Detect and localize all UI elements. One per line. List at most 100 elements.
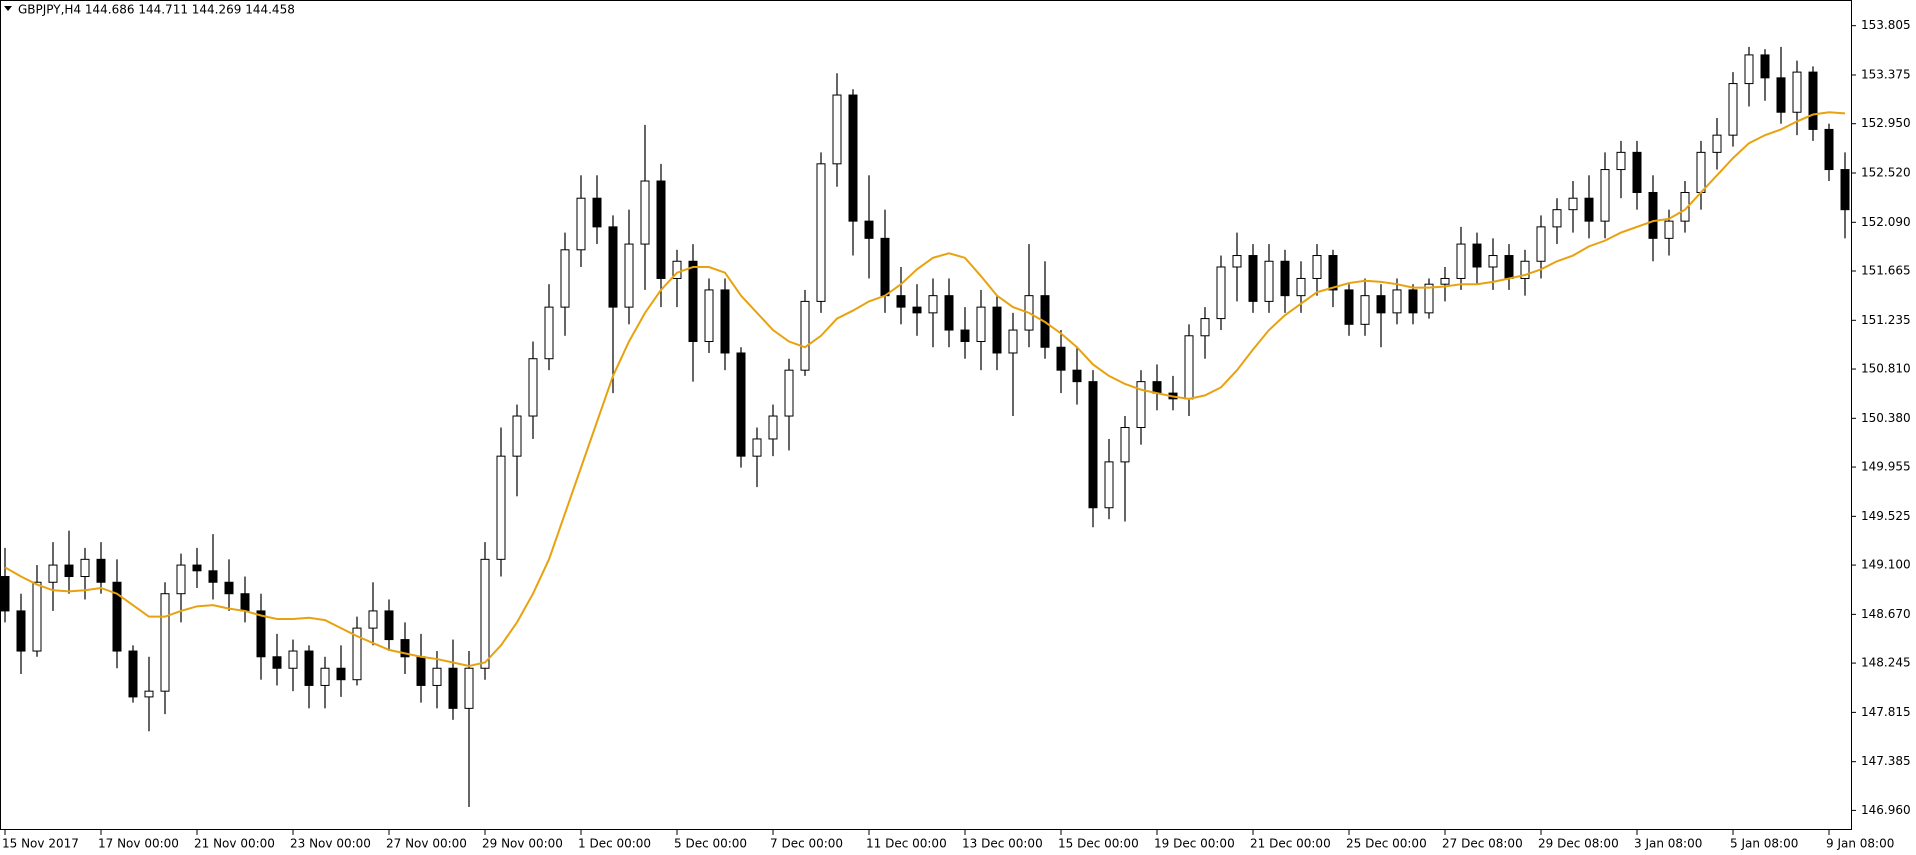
- y-tick-label: 147.385: [1861, 754, 1911, 768]
- candle-body: [32, 581, 42, 652]
- candle-body: [1184, 335, 1194, 400]
- candle-body: [48, 564, 58, 583]
- candle-body: [1328, 255, 1338, 291]
- candle-body: [992, 306, 1002, 354]
- candle-body: [1088, 381, 1098, 509]
- x-tick-label: 11 Dec 00:00: [866, 837, 947, 851]
- x-tick-label: 27 Nov 00:00: [386, 837, 467, 851]
- candle-body: [1648, 191, 1658, 239]
- candle-body: [1504, 255, 1514, 279]
- candle-body: [448, 667, 458, 709]
- y-tick-label: 150.810: [1861, 362, 1911, 376]
- candle-body: [1280, 260, 1290, 297]
- candle-body: [864, 220, 874, 239]
- candle-body: [1520, 260, 1530, 279]
- x-tick-label: 5 Jan 08:00: [1730, 837, 1798, 851]
- x-tick-label: 23 Nov 00:00: [290, 837, 371, 851]
- candle-body: [1792, 71, 1802, 113]
- candle-body: [752, 438, 762, 457]
- candle-body: [640, 180, 650, 245]
- candle-body: [1440, 277, 1450, 285]
- candle-body: [944, 295, 954, 331]
- candle-body: [736, 352, 746, 457]
- candle-body: [1360, 295, 1370, 325]
- candle-body: [1728, 83, 1738, 136]
- x-tick-label: 9 Jan 08:00: [1826, 837, 1894, 851]
- candle-body: [1776, 77, 1786, 113]
- candle-body: [176, 564, 186, 595]
- candle-body: [336, 667, 346, 681]
- y-tick-label: 152.090: [1861, 215, 1911, 229]
- candle-body: [960, 329, 970, 343]
- x-tick-label: 25 Dec 00:00: [1346, 837, 1427, 851]
- candle-body: [800, 300, 810, 371]
- x-tick-label: 29 Dec 08:00: [1538, 837, 1619, 851]
- x-tick-label: 1 Dec 00:00: [578, 837, 651, 851]
- candle-body: [1536, 226, 1546, 262]
- y-tick-label: 153.375: [1861, 67, 1911, 81]
- candle-body: [1408, 289, 1418, 314]
- candle-body: [112, 581, 122, 652]
- candle-body: [1744, 54, 1754, 85]
- candle-body: [1296, 277, 1306, 297]
- candle-body: [816, 163, 826, 302]
- candle-body: [272, 656, 282, 669]
- chart-title: GBPJPY,H4 144.686 144.711 144.269 144.45…: [18, 3, 295, 17]
- candle-body: [560, 249, 570, 308]
- candle-body: [624, 243, 634, 308]
- x-tick-label: 7 Dec 00:00: [770, 837, 843, 851]
- y-tick-label: 150.380: [1861, 411, 1911, 425]
- y-tick-label: 152.520: [1861, 165, 1911, 179]
- candle-body: [1136, 381, 1146, 428]
- candle-body: [1072, 369, 1082, 383]
- candle-body: [672, 260, 682, 279]
- candle-body: [1152, 381, 1162, 394]
- y-tick-label: 148.670: [1861, 607, 1911, 621]
- x-tick-label: 15 Nov 2017: [2, 837, 79, 851]
- candle-body: [1632, 151, 1642, 193]
- candle-body: [1248, 255, 1258, 302]
- x-tick-label: 5 Dec 00:00: [674, 837, 747, 851]
- candle-body: [96, 558, 106, 583]
- candle-body: [592, 197, 602, 228]
- y-tick-label: 152.950: [1861, 116, 1911, 130]
- x-tick-label: 13 Dec 00:00: [962, 837, 1043, 851]
- x-tick-label: 19 Dec 00:00: [1154, 837, 1235, 851]
- y-tick-label: 146.960: [1861, 803, 1911, 817]
- y-tick-label: 153.805: [1861, 18, 1911, 32]
- candle-body: [384, 610, 394, 641]
- x-tick-label: 17 Nov 00:00: [98, 837, 179, 851]
- candle-body: [896, 295, 906, 308]
- candle-body: [928, 295, 938, 314]
- candle-body: [208, 570, 218, 583]
- candle-body: [1104, 461, 1114, 509]
- candle-body: [784, 369, 794, 417]
- candle-body: [144, 690, 154, 698]
- candle-body: [368, 610, 378, 629]
- candle-body: [240, 593, 250, 612]
- candle-body: [1600, 169, 1610, 222]
- candle-body: [1584, 197, 1594, 222]
- y-tick-label: 149.100: [1861, 558, 1911, 572]
- candle-body: [496, 455, 506, 560]
- candle-body: [1344, 289, 1354, 325]
- x-tick-label: 27 Dec 08:00: [1442, 837, 1523, 851]
- y-tick-label: 147.815: [1861, 705, 1911, 719]
- candle-body: [1200, 318, 1210, 337]
- candle-body: [976, 306, 986, 343]
- candle-body: [576, 197, 586, 251]
- candle-body: [832, 94, 842, 165]
- candle-body: [0, 576, 10, 612]
- candle-body: [128, 650, 138, 698]
- candle-body: [1840, 169, 1850, 211]
- candle-body: [416, 656, 426, 686]
- y-tick-label: 149.525: [1861, 509, 1911, 523]
- candle-body: [1488, 255, 1498, 268]
- y-tick-label: 151.665: [1861, 264, 1911, 278]
- candle-body: [912, 306, 922, 314]
- candle-body: [1552, 209, 1562, 228]
- y-tick-label: 151.235: [1861, 313, 1911, 327]
- candle-body: [688, 260, 698, 343]
- candle-body: [160, 593, 170, 692]
- x-tick-label: 3 Jan 08:00: [1634, 837, 1702, 851]
